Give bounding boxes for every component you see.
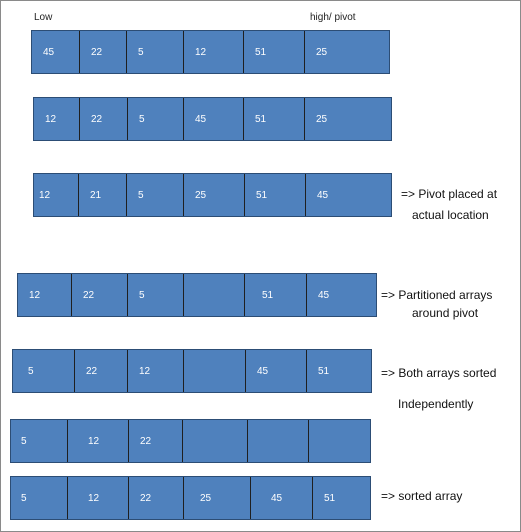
- array-cell: 51: [245, 274, 307, 316]
- array-cell: 5: [13, 350, 75, 392]
- array-cell: [248, 420, 309, 462]
- array-cell: 12: [34, 174, 79, 216]
- array-cell: [183, 420, 248, 462]
- array-cell: [309, 420, 370, 462]
- array-cell: 22: [72, 274, 128, 316]
- array-cell: 45: [251, 477, 313, 519]
- annotation-sorted-array: => sorted array: [381, 489, 463, 503]
- array-cell: 45: [32, 31, 80, 73]
- annotation-around-pivot: around pivot: [412, 306, 479, 320]
- array-cell: 12: [68, 420, 129, 462]
- array-cell: 21: [79, 174, 127, 216]
- array-cell: 45: [184, 98, 244, 140]
- array-cell: 5: [128, 98, 184, 140]
- annotation-pivot-placed: => Pivot placed at: [401, 187, 498, 201]
- array-cell: 51: [245, 174, 306, 216]
- array-row-7: 5 12 22 25 45 51: [10, 476, 371, 520]
- annotation-partitioned: => Partitioned arrays: [381, 288, 493, 302]
- array-cell: 51: [244, 31, 305, 73]
- array-cell: 12: [34, 98, 80, 140]
- array-cell: 51: [318, 365, 330, 377]
- array-cell: 5: [127, 31, 184, 73]
- array-cell: 25: [316, 46, 328, 58]
- array-row-5: 5 22 12 45 51: [12, 349, 372, 393]
- array-cell: 22: [129, 420, 183, 462]
- array-row-3: 12 21 5 25 51 45: [33, 173, 392, 217]
- array-cell: 5: [127, 174, 184, 216]
- array-cell: 25: [184, 174, 245, 216]
- high-pivot-label: high/ pivot: [310, 12, 356, 23]
- array-cell: 5: [128, 274, 184, 316]
- array-cell: [184, 274, 245, 316]
- array-cell: 25: [184, 477, 251, 519]
- array-cell: 22: [80, 98, 128, 140]
- array-cell: 5: [11, 420, 68, 462]
- array-cell: 45: [318, 289, 330, 301]
- annotation-independently: Independently: [398, 397, 474, 411]
- array-cell: 12: [184, 31, 244, 73]
- array-row-4: 12 22 5 51 45: [17, 273, 377, 317]
- array-cell: 22: [75, 350, 128, 392]
- array-row-6: 5 12 22: [10, 419, 371, 463]
- annotation-both-sorted: => Both arrays sorted: [381, 366, 497, 380]
- array-row-1: 45 22 5 12 51 25: [31, 30, 390, 74]
- array-cell: [184, 350, 246, 392]
- array-cell: 5: [11, 477, 68, 519]
- array-row-2: 12 22 5 45 51 25: [33, 97, 392, 141]
- array-cell: 51: [324, 492, 336, 504]
- array-cell: 51: [244, 98, 305, 140]
- array-cell: 45: [246, 350, 307, 392]
- array-cell: 22: [80, 31, 127, 73]
- array-cell: 22: [129, 477, 184, 519]
- array-cell: 12: [128, 350, 184, 392]
- array-cell: 25: [316, 113, 328, 125]
- array-cell: 12: [68, 477, 129, 519]
- annotation-actual-location: actual location: [412, 208, 489, 222]
- array-cell: 12: [18, 274, 72, 316]
- array-cell: 45: [317, 189, 329, 201]
- low-label: Low: [34, 12, 53, 23]
